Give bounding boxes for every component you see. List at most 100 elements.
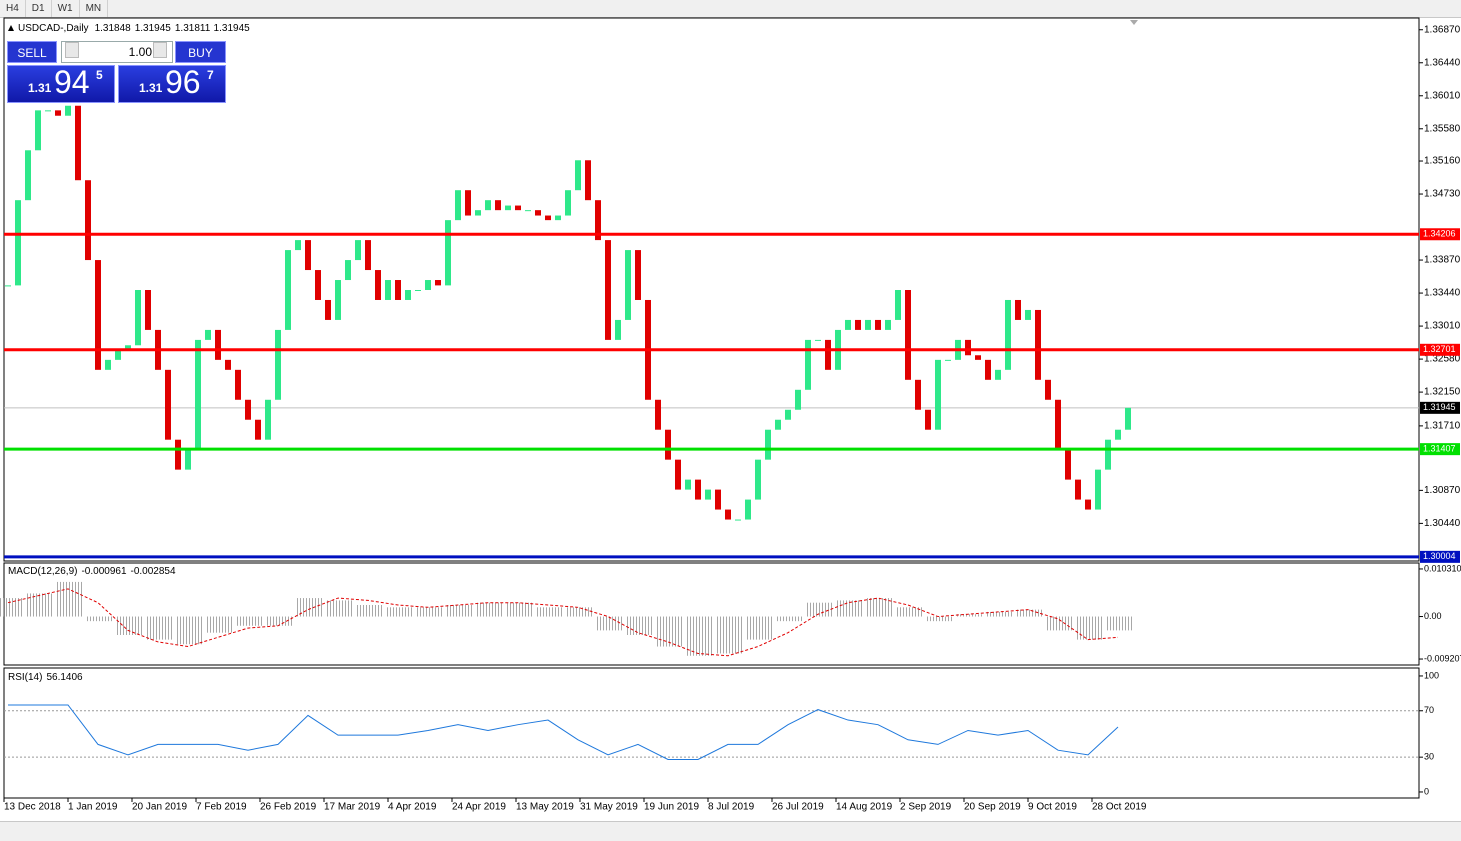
candle: [25, 150, 31, 201]
macd-bar: [175, 616, 202, 645]
x-tick-label: 1 Jan 2019: [68, 802, 118, 813]
rsi-value: 56.1406: [46, 672, 83, 683]
candle: [435, 280, 441, 286]
candle: [195, 339, 201, 450]
candle: [605, 240, 611, 340]
candle: [875, 319, 881, 330]
candle: [275, 329, 281, 400]
candle: [305, 240, 311, 271]
candle: [5, 285, 11, 287]
candle: [525, 210, 531, 212]
x-tick-label: 20 Sep 2019: [964, 802, 1021, 813]
candle: [325, 299, 331, 320]
candle: [745, 499, 751, 520]
y-tick-label: 70: [1424, 705, 1434, 715]
candle: [315, 270, 321, 300]
macd-bar: [925, 616, 952, 622]
candle: [815, 339, 821, 341]
lot-up[interactable]: [153, 42, 167, 58]
high-price: 1.31945: [135, 23, 172, 34]
candle: [635, 250, 641, 300]
candle: [865, 319, 871, 330]
chart-window: 1.36870 1.36440 1.36010 1.35580 1.35160 1.347…: [0, 17, 1461, 813]
y-tick-label: 1.33440: [1424, 288, 1461, 299]
candle: [725, 509, 731, 520]
low-price: 1.31811: [175, 23, 211, 34]
y-tick-label: 1.30870: [1424, 485, 1461, 496]
x-tick-label: 4 Apr 2019: [388, 802, 437, 813]
macd-bar: [505, 602, 532, 617]
level-label: 1.30004: [1423, 551, 1456, 561]
level-label-bg: [1420, 550, 1460, 563]
x-tick-label: 24 Apr 2019: [452, 802, 506, 813]
macd-bar: [475, 602, 502, 617]
candle: [515, 205, 521, 211]
y-tick-label: 1.31710: [1424, 421, 1461, 432]
timeframe-button[interactable]: W1: [52, 0, 80, 17]
close-price: 1.31945: [214, 23, 251, 34]
ask-quote[interactable]: 1.31 96 7: [118, 64, 226, 103]
buy-button[interactable]: BUY: [175, 41, 226, 63]
y-tick-label: 0: [1424, 786, 1429, 796]
x-tick-label: 13 May 2019: [516, 802, 574, 813]
candle: [45, 110, 51, 112]
header-icon: [8, 25, 14, 31]
candle: [935, 359, 941, 430]
candle: [615, 319, 621, 340]
timeframe-button[interactable]: D1: [26, 0, 52, 17]
y-tick-label: 1.35580: [1424, 123, 1461, 134]
open-price: 1.31848: [95, 23, 132, 34]
macd-bar: [115, 616, 142, 635]
candle: [455, 190, 461, 221]
candle: [495, 200, 501, 211]
y-tick-label: 1.36440: [1424, 57, 1461, 68]
candle: [255, 419, 261, 440]
sell-button[interactable]: SELL: [7, 41, 57, 63]
x-tick-label: 14 Aug 2019: [836, 802, 893, 813]
macd-bar: [805, 602, 832, 617]
shift-marker: [1130, 20, 1138, 25]
timeframe-button[interactable]: H4: [0, 0, 26, 17]
x-tick-label: 7 Feb 2019: [196, 802, 247, 813]
last-price-label: 1.31945: [1423, 402, 1456, 412]
candle: [985, 359, 991, 380]
y-tick-label: 30: [1424, 752, 1434, 762]
rsi-line: [8, 704, 1119, 760]
macd-bar: [235, 616, 262, 626]
bid-quote[interactable]: 1.31 94 5: [7, 64, 115, 103]
candle: [1075, 479, 1081, 500]
candle: [35, 110, 41, 151]
candle: [765, 429, 771, 460]
candle: [125, 345, 131, 350]
lot-input[interactable]: 1.00: [61, 41, 173, 63]
timeframe-button[interactable]: MN: [80, 0, 109, 17]
macd-bar: [835, 600, 862, 617]
candle: [165, 369, 171, 440]
candle: [755, 459, 761, 500]
macd-bar: [745, 616, 772, 640]
x-tick-label: 26 Feb 2019: [260, 802, 317, 813]
lot-down[interactable]: [65, 42, 79, 58]
rsi-header: RSI(14) 56.1406: [8, 672, 83, 683]
macd-signal: -0.002854: [131, 566, 176, 577]
y-tick-label: 1.33870: [1424, 255, 1461, 266]
candle: [675, 459, 681, 490]
last-price-bg: [1420, 401, 1460, 414]
level-label-bg: [1420, 228, 1460, 241]
candle: [225, 359, 231, 370]
candle: [485, 200, 491, 211]
x-tick-label: 2 Sep 2019: [900, 802, 952, 813]
y-tick-label: 1.32580: [1424, 354, 1461, 365]
candle: [545, 215, 551, 221]
ask-pips: 96: [165, 64, 201, 100]
macd-bar: [385, 607, 412, 617]
x-tick-label: 9 Oct 2019: [1028, 802, 1077, 813]
y-tick-label: 1.36870: [1424, 24, 1461, 35]
candle: [15, 200, 21, 286]
macd-bar: [775, 616, 802, 622]
level-label: 1.31407: [1423, 444, 1456, 454]
candle: [115, 349, 121, 360]
candle: [285, 250, 291, 330]
candle: [1035, 309, 1041, 380]
candle: [55, 110, 61, 116]
